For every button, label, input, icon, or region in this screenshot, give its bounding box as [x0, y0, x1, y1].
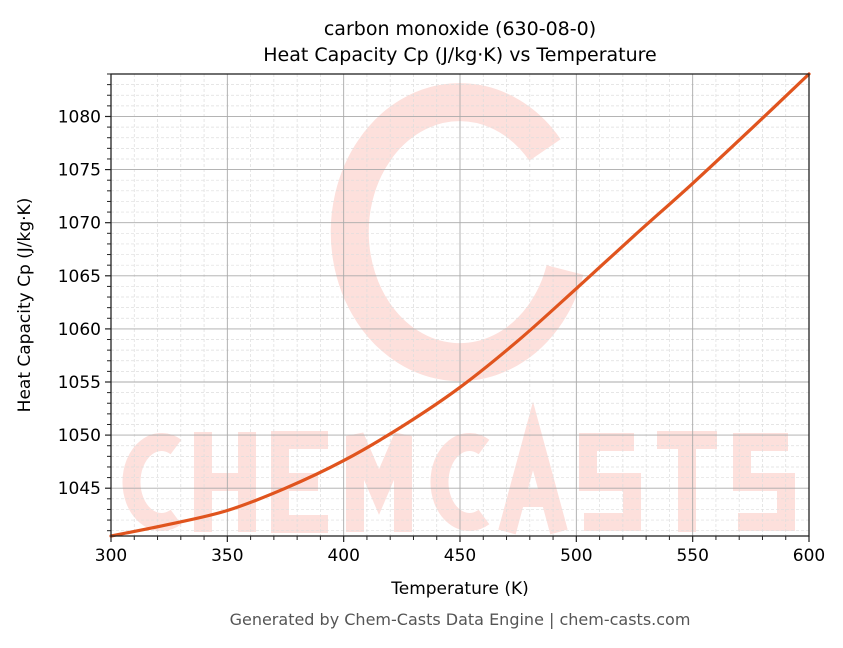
x-tick-label: 450 — [444, 546, 476, 566]
watermark-letter-shape — [657, 431, 717, 532]
x-tick-label: 600 — [793, 546, 825, 566]
ticks: 300 350 400 450 500 550 600 1045 1050 1055 1060 106… — [58, 73, 825, 566]
watermark-lettering — [122, 401, 795, 535]
x-tick-label: 300 — [95, 546, 127, 566]
footer-credit: Generated by Chem-Casts Data Engine | ch… — [230, 610, 691, 629]
watermark-letter-shape — [194, 432, 256, 532]
series-line-cp — [109, 72, 811, 538]
chart-subtitle: Heat Capacity Cp (J/kg·K) vs Temperature — [263, 44, 657, 66]
y-axis-label: Heat Capacity Cp (J/kg·K) — [15, 198, 35, 413]
grid — [110, 73, 810, 536]
y-tick-label: 1075 — [58, 161, 101, 181]
x-tick-label: 400 — [327, 546, 359, 566]
series-layer — [109, 72, 811, 538]
x-axis-label: Temperature (K) — [390, 579, 529, 599]
y-tick-label: 1055 — [58, 373, 101, 393]
watermark-letter-stroke — [194, 432, 256, 532]
watermark-letter-stroke — [271, 431, 328, 533]
watermark-letter-shape — [271, 431, 328, 533]
watermark-letter-stroke — [430, 433, 490, 531]
watermark-letter-stroke — [657, 431, 717, 532]
y-tick-label: 1065 — [58, 267, 101, 287]
x-tick-label: 550 — [676, 546, 708, 566]
y-tick-label: 1050 — [58, 426, 101, 446]
watermark-letter-stroke — [346, 432, 412, 532]
watermark-letter-stroke — [579, 433, 641, 531]
y-tick-label: 1060 — [58, 320, 101, 340]
watermark-letter-shape — [733, 433, 795, 531]
watermark-letter-stroke — [498, 401, 568, 535]
y-tick-label: 1045 — [58, 479, 101, 499]
watermark-letter-shape — [430, 433, 490, 531]
watermark-letter-shape — [122, 433, 182, 531]
chart-title: carbon monoxide (630-08-0) — [324, 18, 596, 40]
watermark-letter-stroke — [122, 433, 182, 531]
y-tick-label: 1070 — [58, 214, 101, 234]
watermark-logo-arc — [330, 83, 584, 382]
watermark-letter-shape — [498, 401, 568, 535]
watermark-letter-shape — [346, 432, 412, 532]
x-tick-label: 500 — [560, 546, 592, 566]
watermark-letter-shape — [579, 433, 641, 531]
y-tick-label: 1080 — [58, 107, 101, 127]
x-tick-label: 350 — [211, 546, 243, 566]
watermark-letter-stroke — [733, 433, 795, 531]
